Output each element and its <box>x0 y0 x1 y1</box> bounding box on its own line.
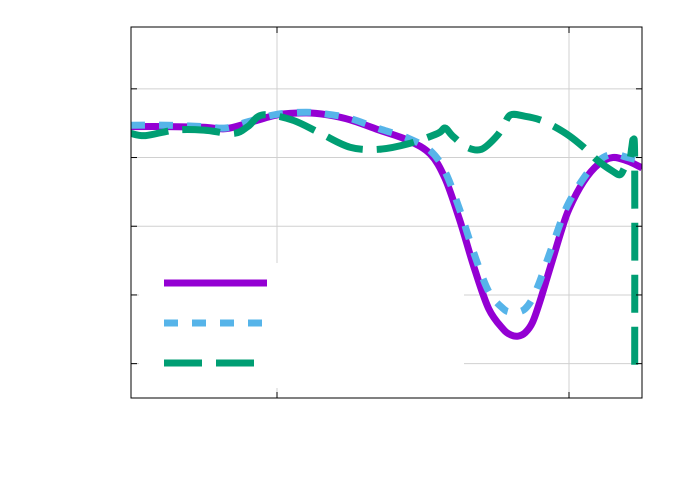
tick-marks <box>131 27 642 398</box>
series-line-1 <box>131 108 642 317</box>
series-group <box>131 108 642 371</box>
legend <box>139 263 464 388</box>
plot-frame <box>130 26 643 399</box>
series-line-2 <box>131 110 639 371</box>
